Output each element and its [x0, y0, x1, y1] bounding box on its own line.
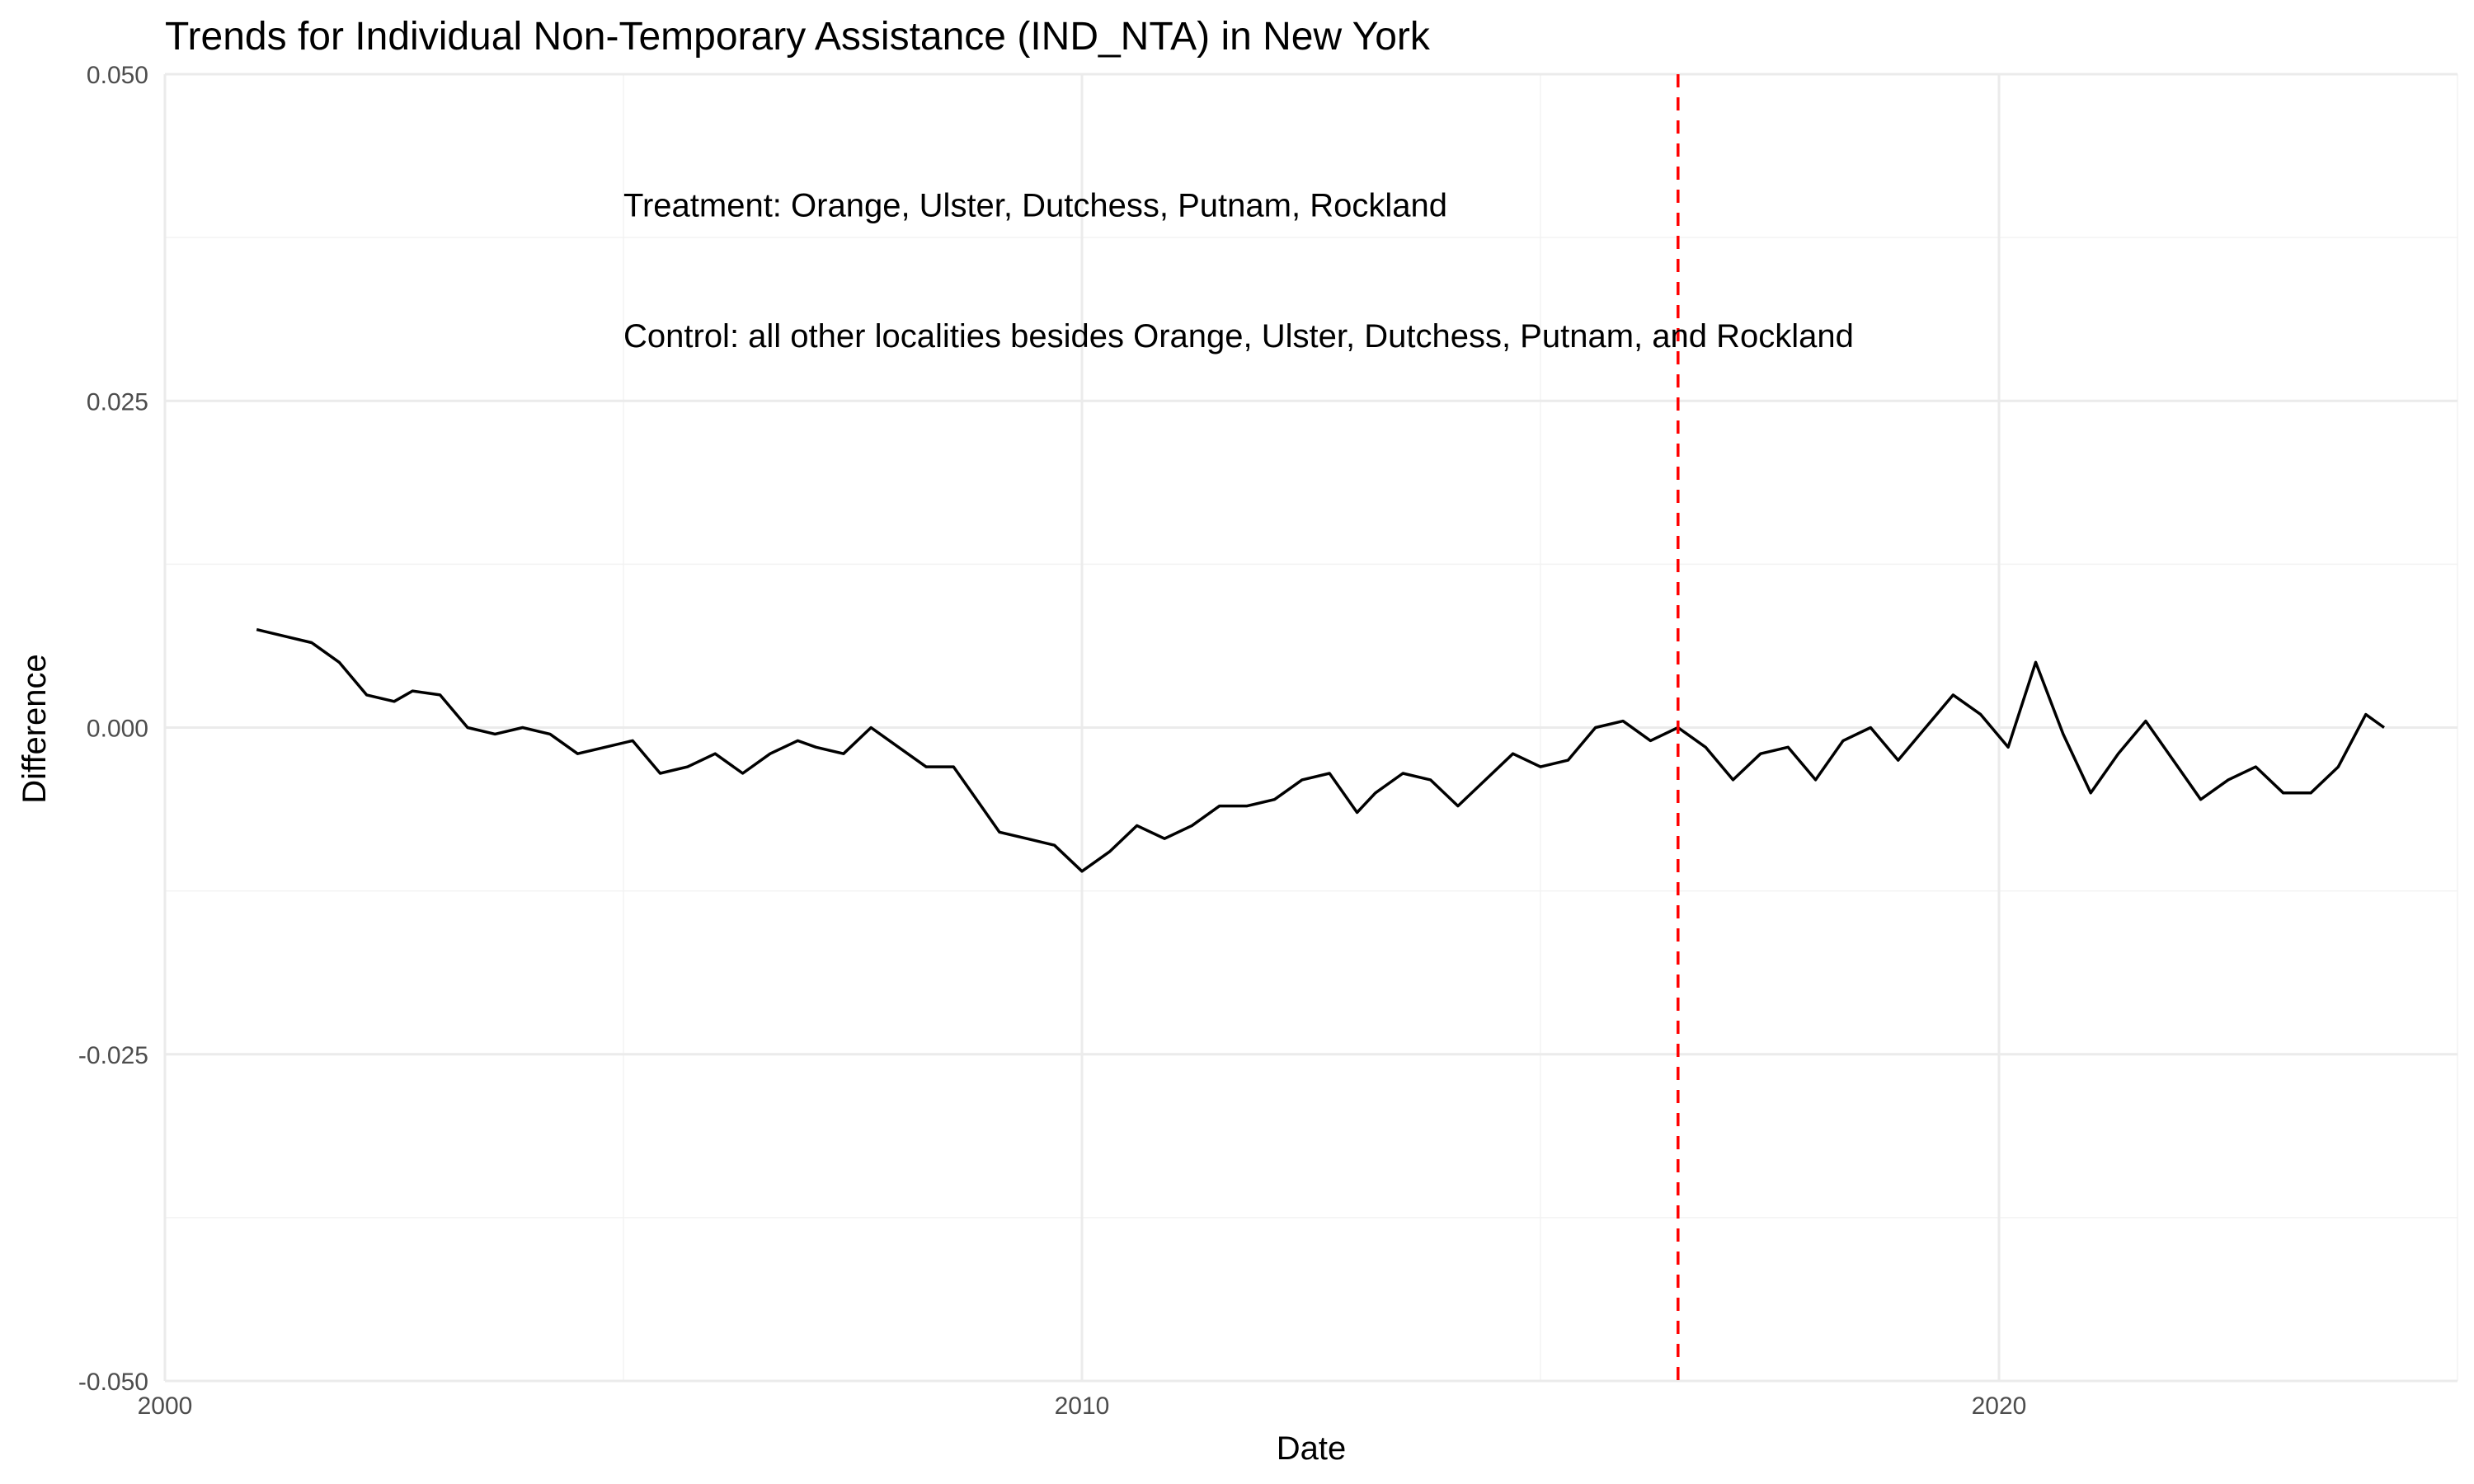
series-line: [256, 627, 2386, 873]
y-tick-label: 0.025: [87, 388, 148, 416]
x-tick-label: 2010: [1055, 1392, 1110, 1420]
x-axis-title: Date: [1277, 1430, 1347, 1467]
y-tick-label: -0.050: [78, 1369, 148, 1396]
y-tick-label: 0.050: [87, 62, 148, 89]
x-tick-label: 2020: [1972, 1392, 2027, 1420]
annotation-text: Treatment: Orange, Ulster, Dutchess, Put…: [623, 188, 1447, 224]
y-axis-title: Difference: [16, 654, 53, 804]
plot-area: -0.050 -0.025 0.000 0.025 0.050 2000 2010 2020 T…: [78, 62, 2458, 1420]
x-tick-label: 2000: [138, 1392, 193, 1420]
chart-title: Trends for Individual Non-Temporary Assi…: [165, 15, 1431, 59]
y-tick-label: -0.025: [78, 1042, 148, 1069]
annotation-text: Control: all other localities besides Or…: [623, 318, 1854, 355]
y-tick-label: 0.000: [87, 716, 148, 743]
